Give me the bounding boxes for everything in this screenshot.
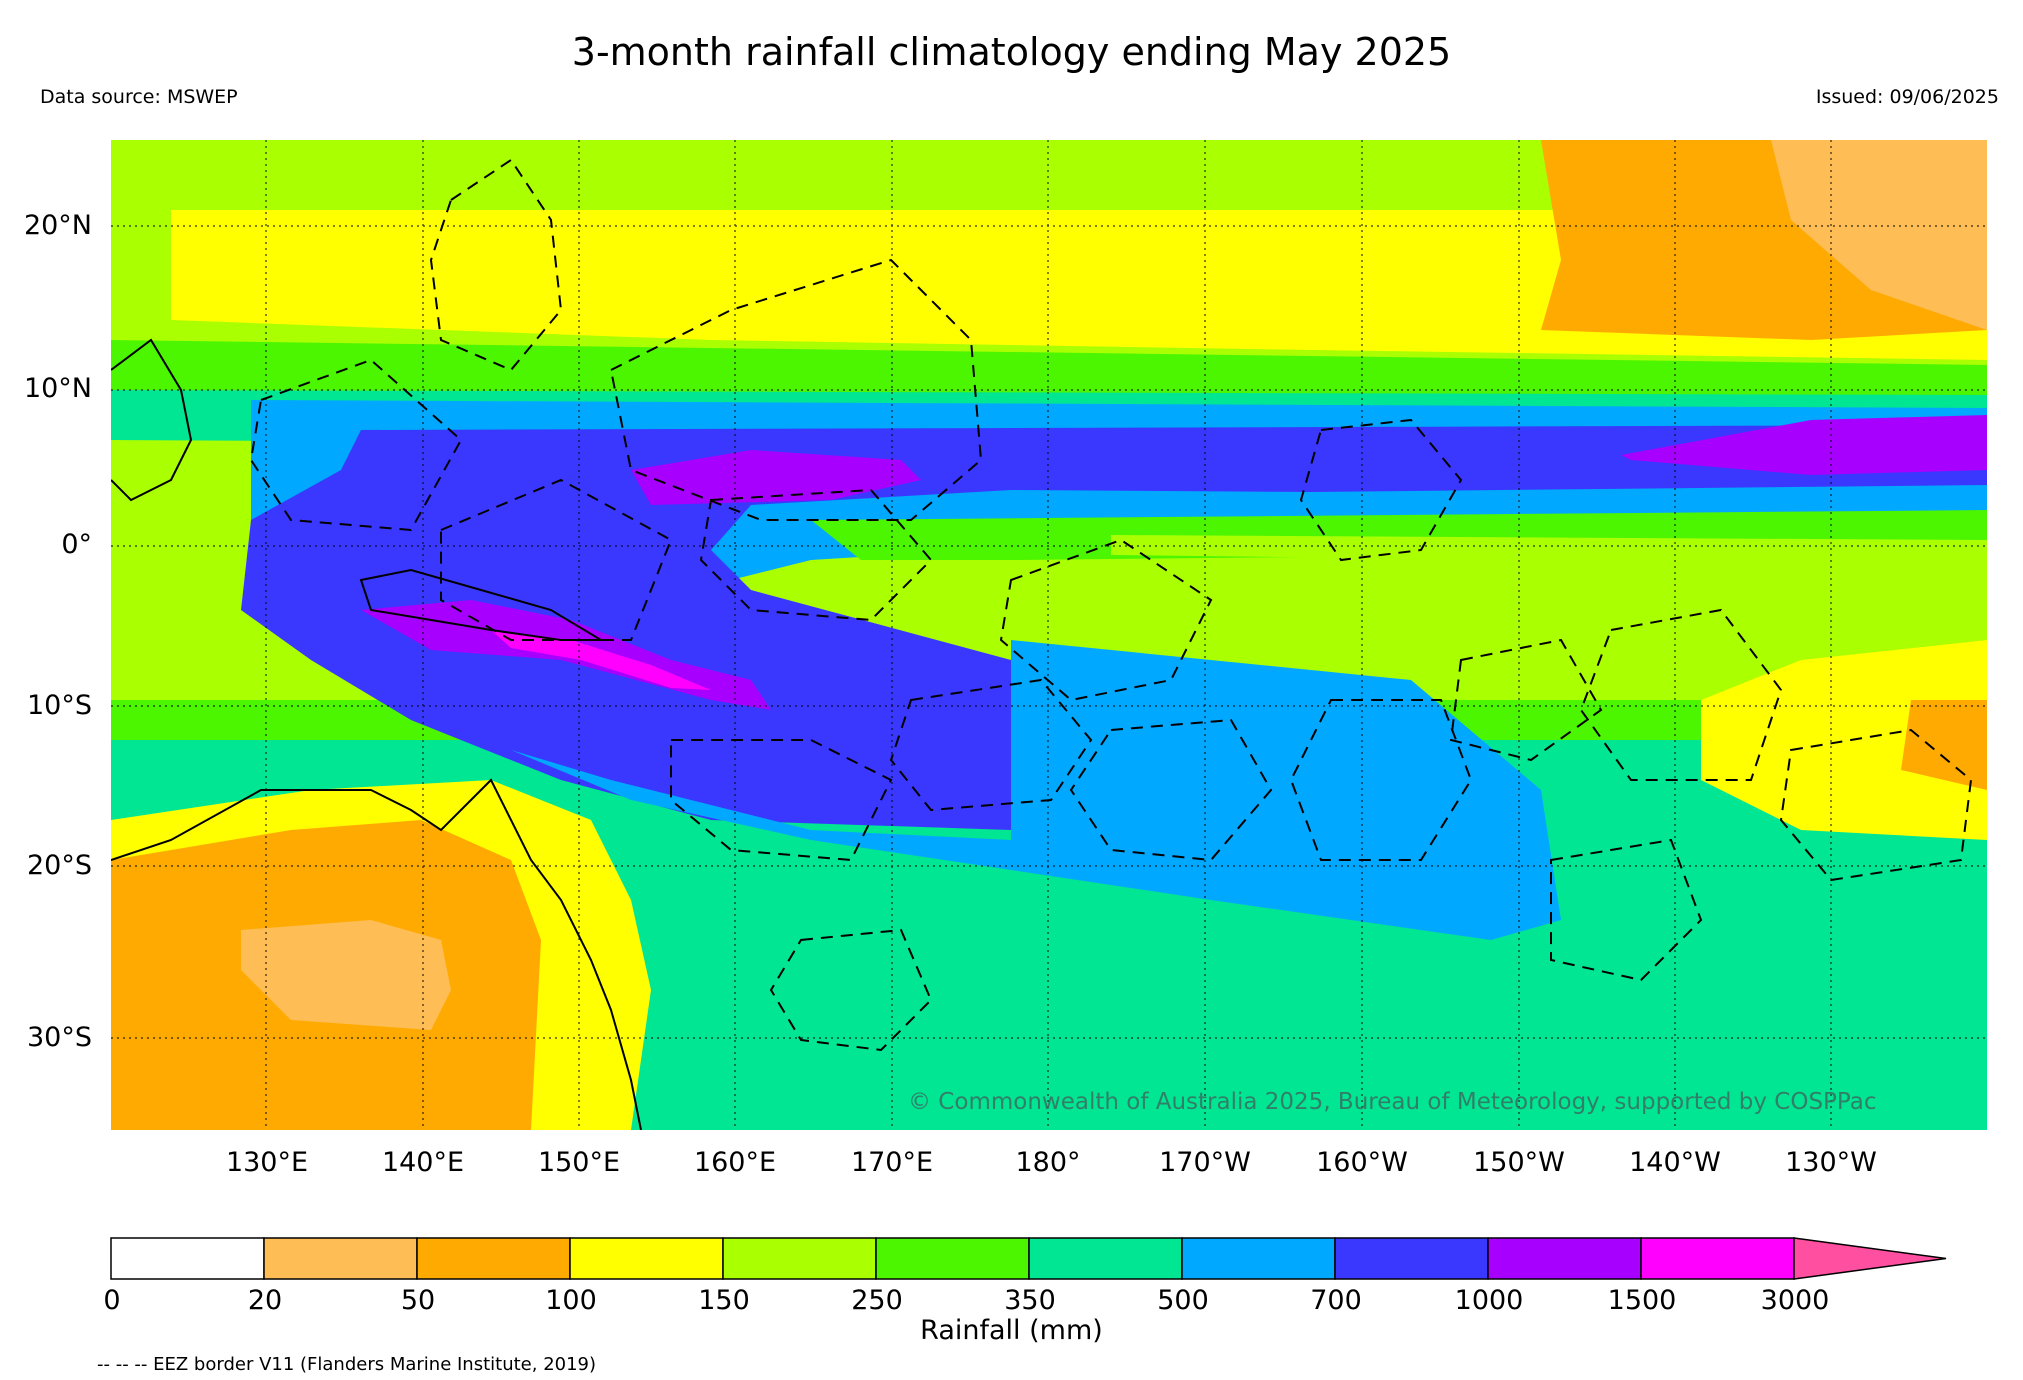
colorbar-swatch-9: [1487, 1237, 1642, 1280]
lon-label-180: 180°: [1015, 1147, 1081, 1178]
colorbar-swatch-0: [110, 1237, 265, 1280]
lon-label-150w: 150°W: [1473, 1147, 1565, 1178]
lon-label-170e: 170°E: [850, 1147, 934, 1178]
colorbar-swatch-8: [1334, 1237, 1489, 1280]
lat-label-30s: 30°S: [27, 1022, 92, 1053]
lat-label-20n: 20°N: [23, 210, 92, 241]
band-itcz-purple-east: [1621, 415, 1987, 475]
colorbar-tick-100: 100: [545, 1285, 597, 1316]
lon-label-160e: 160°E: [693, 1147, 777, 1178]
rainfall-colorbar: [110, 1237, 1947, 1280]
colorbar-tick-1500: 1500: [1607, 1285, 1677, 1316]
colorbar-swatch-3: [569, 1237, 724, 1280]
band-itcz-purple-west: [631, 450, 921, 505]
eez-border-note: -- -- -- EEZ border V11 (Flanders Marine…: [97, 1354, 597, 1375]
eez-borders: [249, 158, 1973, 1052]
colorbar-tick-20: 20: [247, 1285, 283, 1316]
map-title: 3-month rainfall climatology ending May …: [571, 30, 1452, 74]
colorbar-swatch-4: [722, 1237, 877, 1280]
colorbar-swatch-2: [416, 1237, 571, 1280]
dry-se-yellow: [1701, 640, 1987, 840]
colorbar-title: Rainfall (mm): [920, 1315, 1103, 1346]
band-png-magenta: [491, 630, 711, 690]
rainfall-map: [111, 140, 1987, 1130]
band-spcz-blue: [511, 640, 1561, 940]
colorbar-tick-150: 150: [698, 1285, 750, 1316]
colorbar-tick-700: 700: [1310, 1285, 1362, 1316]
colorbar-tick-250: 250: [851, 1285, 903, 1316]
philippines-coastline: [111, 338, 193, 502]
dry-se-orange: [1901, 700, 1987, 790]
lon-label-160w: 160°W: [1316, 1147, 1408, 1178]
colorbar-extend-arrow: [1793, 1237, 1947, 1280]
australia-coastline: [111, 778, 642, 1130]
australia-lightorange: [241, 920, 451, 1030]
graticule: [111, 140, 1987, 1130]
lat-label-10s: 10°S: [27, 690, 92, 721]
colorbar-tick-0: 0: [103, 1285, 121, 1316]
colorbar-swatch-6: [1028, 1237, 1183, 1280]
colorbar-swatch-1: [263, 1237, 418, 1280]
colorbar-tick-350: 350: [1004, 1285, 1056, 1316]
colorbar-tick-500: 500: [1157, 1285, 1209, 1316]
colorbar-tick-3000: 3000: [1760, 1285, 1830, 1316]
lon-label-150e: 150°E: [537, 1147, 621, 1178]
png-coastline: [359, 568, 605, 641]
lon-label-130e: 130°E: [225, 1147, 309, 1178]
dry-ne-lightorange: [1771, 140, 1987, 330]
data-source-label: Data source: MSWEP: [40, 86, 238, 108]
lon-label-140w: 140°W: [1629, 1147, 1721, 1178]
copyright-credit: © Commonwealth of Australia 2025, Bureau…: [908, 1089, 1877, 1115]
lon-label-140e: 140°E: [381, 1147, 465, 1178]
colorbar-tick-1000: 1000: [1454, 1285, 1524, 1316]
band-itcz-indigo: [241, 425, 1987, 830]
colorbar-swatch-10: [1640, 1237, 1795, 1280]
lon-label-170w: 170°W: [1159, 1147, 1251, 1178]
lon-label-130w: 130°W: [1785, 1147, 1877, 1178]
colorbar-swatch-5: [875, 1237, 1030, 1280]
band-north-yellow: [171, 210, 1987, 360]
issued-date-label: Issued: 09/06/2025: [1815, 86, 1999, 108]
lat-label-10n: 10°N: [23, 373, 92, 404]
lat-label-20s: 20°S: [27, 850, 92, 881]
lat-label-equator: 0°: [61, 529, 92, 560]
colorbar-swatch-7: [1181, 1237, 1336, 1280]
colorbar-tick-50: 50: [400, 1285, 436, 1316]
